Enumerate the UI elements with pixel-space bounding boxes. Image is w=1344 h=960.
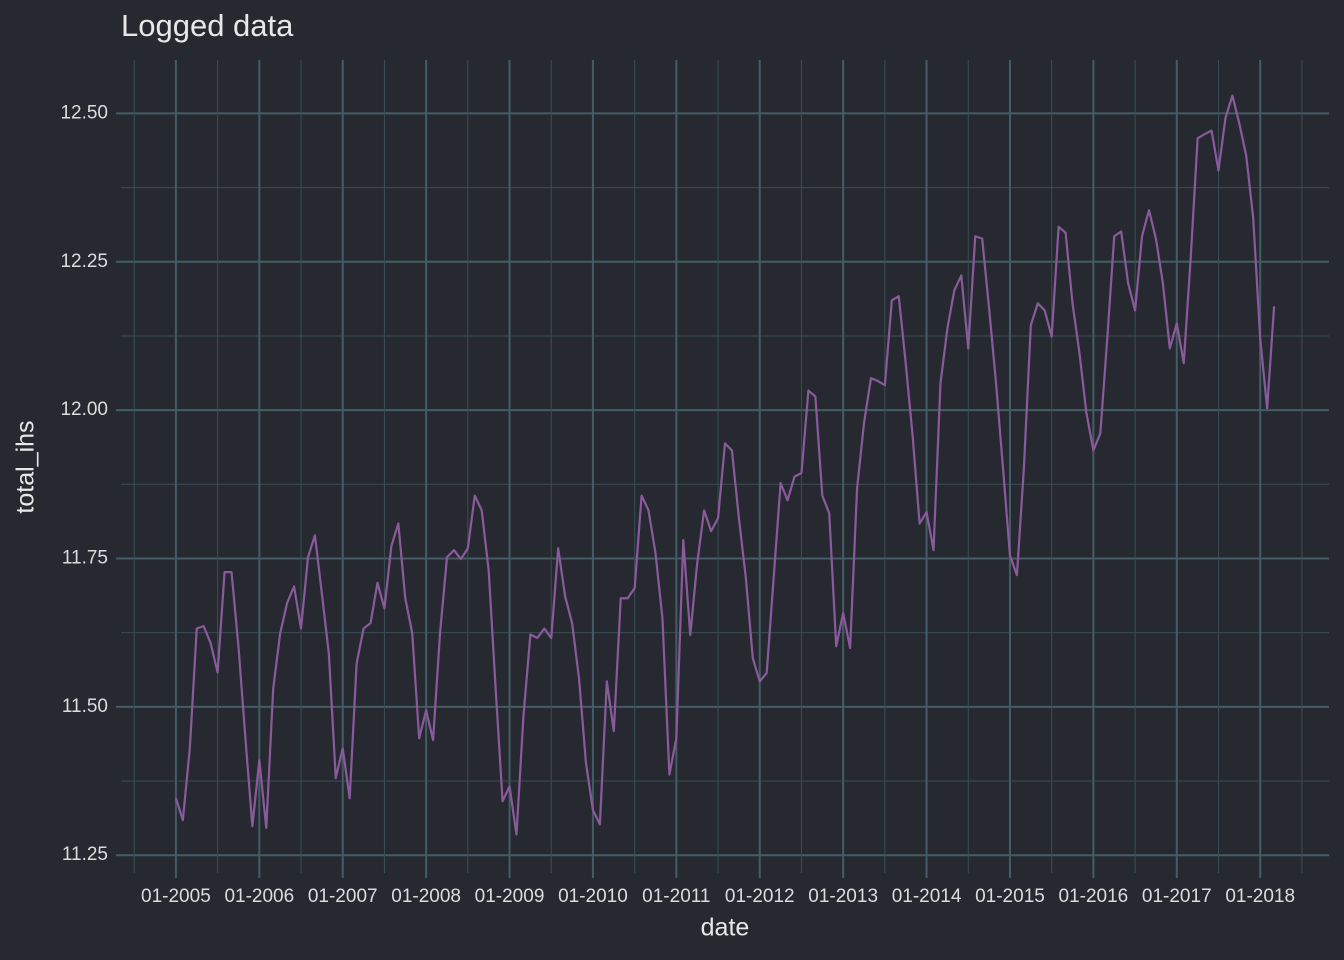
y-tick-label: 12.50: [60, 102, 108, 123]
x-tick-label: 01-2018: [1225, 886, 1295, 907]
y-axis-label: total_ihs: [12, 420, 40, 513]
x-axis-label: date: [701, 914, 750, 942]
x-tick-label: 01-2015: [975, 886, 1045, 907]
y-tick-label: 12.25: [60, 251, 108, 272]
grid: [116, 60, 1329, 878]
x-tick-label: 01-2006: [224, 886, 294, 907]
x-tick-label: 01-2012: [725, 886, 795, 907]
x-tick-label: 01-2009: [475, 886, 545, 907]
x-tick-label: 01-2013: [808, 886, 878, 907]
marks: [174, 94, 1276, 836]
y-tick-label: 11.50: [62, 696, 108, 717]
chart-title: Logged data: [121, 8, 294, 43]
x-tick-label: 01-2016: [1059, 886, 1129, 907]
y-tick-label: 12.00: [60, 399, 108, 420]
x-tick-label: 01-2005: [141, 886, 211, 907]
x-tick-label: 01-2017: [1142, 886, 1212, 907]
y-tick-label: 11.75: [62, 547, 108, 568]
x-tick-label: 01-2007: [308, 886, 378, 907]
data-line: [174, 94, 1276, 836]
x-tick-label: 01-2014: [892, 886, 962, 907]
x-tick-label: 01-2011: [642, 886, 710, 907]
x-tick-label: 01-2008: [391, 886, 461, 907]
y-tick-label: 11.25: [62, 844, 108, 865]
x-tick-label: 01-2010: [558, 886, 628, 907]
